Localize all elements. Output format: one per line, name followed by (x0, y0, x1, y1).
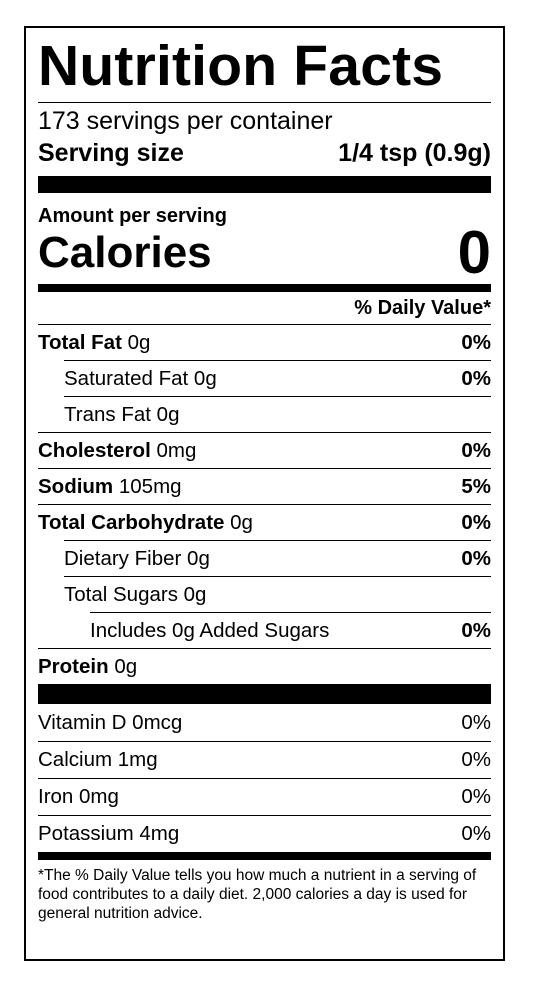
daily-value-footnote: *The % Daily Value tells you how much a … (38, 867, 477, 922)
nutrient-row-total-carbohydrate: Total Carbohydrate 0g 0% (38, 504, 491, 540)
nutrient-name: Sodium (38, 474, 114, 498)
nutrient-amount: 0g (193, 366, 217, 390)
thick-divider (38, 176, 491, 193)
serving-size-label: Serving size (38, 139, 184, 167)
vitamin-dv: 0% (461, 748, 491, 771)
vitamin-label: Iron 0mg (38, 785, 119, 808)
calories-row: Calories 0 (38, 219, 491, 286)
nutrition-facts-panel: Nutrition Facts 173 servings per contain… (24, 26, 505, 961)
nutrient-name: Saturated Fat (64, 366, 189, 390)
calories-value: 0 (457, 219, 491, 286)
calories-label: Calories (38, 228, 212, 277)
nutrient-dv: 5% (461, 474, 491, 498)
nutrient-amount: 105mg (118, 474, 182, 498)
footnote-divider (38, 852, 491, 860)
nutrient-dv: 0% (461, 330, 491, 354)
vitamin-row-vitamin-d: Vitamin D 0mcg 0% (38, 704, 491, 741)
vitamin-row-calcium: Calcium 1mg 0% (38, 741, 491, 778)
panel-content: Nutrition Facts 173 servings per contain… (38, 28, 491, 923)
amount-per-serving: Amount per serving (38, 205, 227, 227)
nutrient-amount: 0g (127, 330, 151, 354)
nutrient-row-total-fat: Total Fat 0g 0% (38, 324, 491, 360)
nutrient-name: Total Fat (38, 330, 122, 354)
nutrient-dv: 0% (461, 438, 491, 462)
vitamin-dv: 0% (461, 785, 491, 808)
nutrient-row-trans-fat: Trans Fat 0g (64, 396, 491, 432)
nutrient-name: Total Sugars (64, 582, 178, 606)
vitamin-dv: 0% (461, 822, 491, 845)
nutrient-row-saturated-fat: Saturated Fat 0g 0% (64, 360, 491, 396)
serving-size-row: Serving size 1/4 tsp (0.9g) (38, 138, 491, 168)
daily-value-header: % Daily Value* (354, 297, 491, 319)
servings-per-container: 173 servings per container (38, 107, 333, 135)
nutrient-name: Protein (38, 654, 109, 678)
nutrient-dv: 0% (461, 546, 491, 570)
nutrient-row-dietary-fiber: Dietary Fiber 0g 0% (64, 540, 491, 576)
nutrient-amount: 0g (114, 654, 138, 678)
medium-divider (38, 284, 491, 292)
nutrient-amount: 0g (183, 582, 207, 606)
title-divider (38, 102, 491, 103)
vitamin-row-potassium: Potassium 4mg 0% (38, 815, 491, 852)
panel-title: Nutrition Facts (38, 34, 444, 98)
serving-size-value: 1/4 tsp (0.9g) (338, 139, 491, 167)
nutrient-name: Total Carbohydrate (38, 510, 225, 534)
nutrient-name: Dietary Fiber (64, 546, 182, 570)
nutrient-amount: 0g (187, 546, 210, 570)
nutrient-dv: 0% (461, 510, 491, 534)
nutrient-amount: 0g (230, 510, 253, 534)
nutrient-dv: 0% (461, 366, 491, 390)
nutrient-amount: 0g (156, 402, 180, 426)
vitamin-dv: 0% (461, 710, 491, 734)
thick-divider-vitamins (38, 684, 491, 704)
nutrient-row-protein: Protein 0g (38, 648, 491, 684)
vitamin-row-iron: Iron 0mg 0% (38, 778, 491, 815)
nutrient-row-sodium: Sodium 105mg 5% (38, 468, 491, 504)
vitamin-label: Potassium 4mg (38, 822, 180, 845)
vitamin-label: Vitamin D 0mcg (38, 710, 183, 734)
nutrient-row-cholesterol: Cholesterol 0mg 0% (38, 432, 491, 468)
vitamin-label: Calcium 1mg (38, 748, 158, 771)
nutrient-amount: 0mg (156, 438, 197, 462)
nutrient-name: Includes 0g Added Sugars (90, 618, 330, 642)
nutrient-dv: 0% (461, 618, 491, 642)
nutrient-row-total-sugars: Total Sugars 0g (64, 576, 491, 612)
nutrient-name: Trans Fat (64, 402, 151, 426)
nutrient-name: Cholesterol (38, 438, 151, 462)
nutrient-row-added-sugars: Includes 0g Added Sugars 0% (90, 612, 491, 648)
